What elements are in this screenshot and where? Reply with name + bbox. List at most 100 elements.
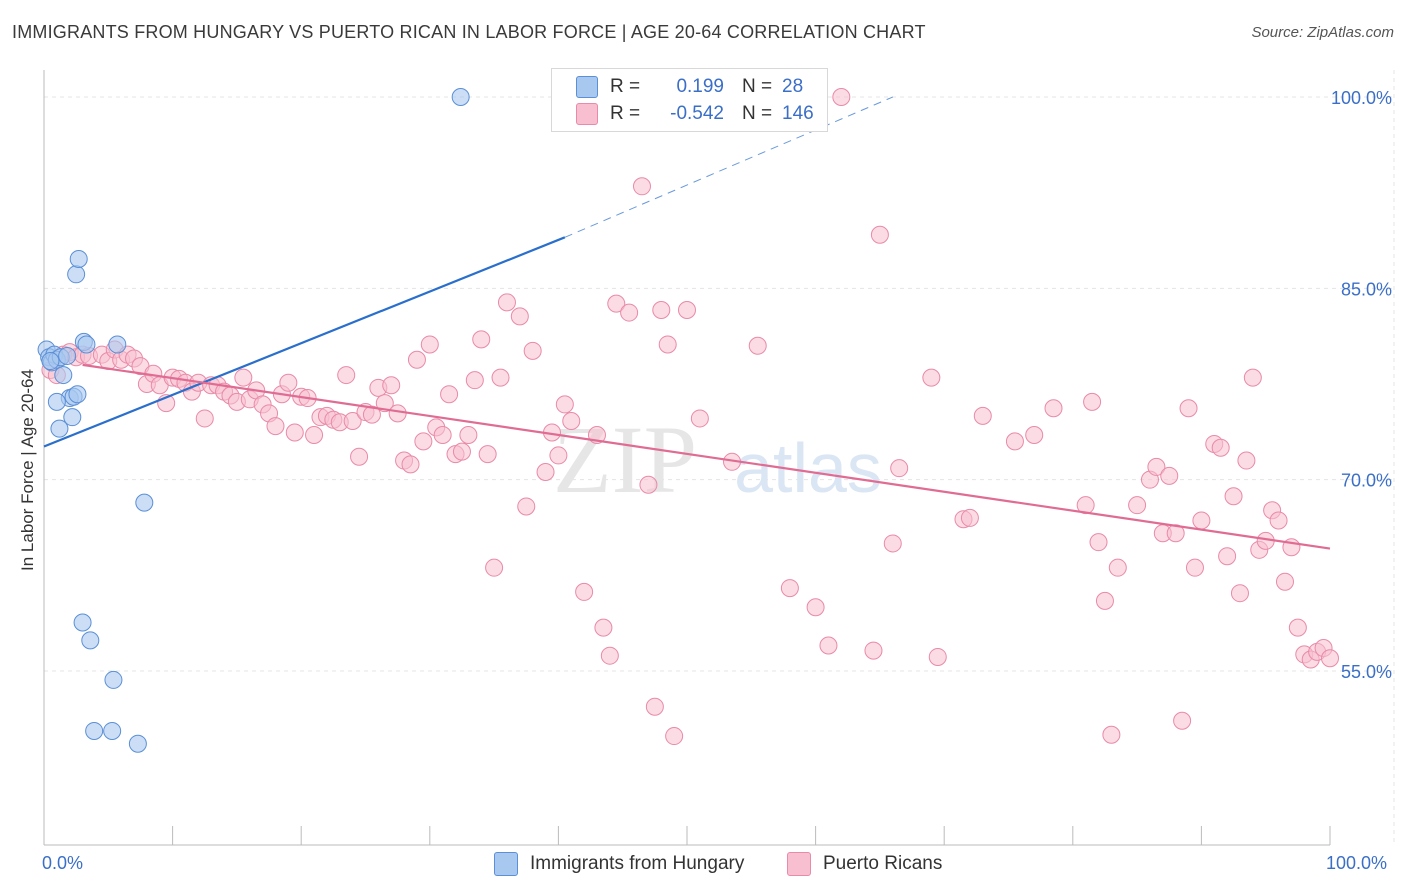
puerto-ricans-point: [652, 301, 671, 320]
puerto-ricans-point: [452, 442, 471, 461]
r-value: -0.542: [670, 103, 724, 124]
hungary-point: [104, 670, 123, 689]
puerto-ricans-point: [1185, 558, 1204, 577]
puerto-ricans-point: [401, 455, 420, 474]
puerto-ricans-point: [1173, 711, 1192, 730]
hungary-point: [47, 392, 66, 411]
puerto-ricans-trend-line: [82, 363, 1331, 550]
puerto-ricans-point: [665, 727, 684, 746]
puerto-ricans-point: [362, 405, 381, 424]
puerto-ricans-point: [562, 411, 581, 430]
n-label: N =: [742, 103, 773, 124]
hungary-trend-extension: [564, 96, 893, 238]
x-tick-max: 100.0%: [1326, 853, 1388, 873]
puerto-ricans-point: [890, 459, 909, 478]
x-tick-min: 0.0%: [42, 853, 84, 873]
trend-lines: [43, 96, 1331, 550]
puerto-ricans-point: [305, 426, 324, 445]
puerto-ricans-point: [555, 395, 574, 414]
puerto-ricans-point: [1211, 438, 1230, 457]
hungary-point: [451, 88, 470, 106]
puerto-ricans-point: [639, 475, 658, 494]
puerto-ricans-point: [523, 341, 542, 360]
puerto-ricans-point: [285, 423, 304, 442]
puerto-ricans-point: [195, 409, 214, 428]
hungary-point: [50, 419, 69, 438]
puerto-ricans-point: [459, 426, 478, 445]
legend-swatch-hungary: [494, 852, 518, 876]
puerto-ricans-point: [433, 426, 452, 445]
axes: [43, 70, 1331, 846]
puerto-ricans-point: [414, 432, 433, 451]
puerto-ricans-point: [678, 301, 696, 320]
puerto-ricans-point: [1044, 399, 1063, 418]
legend-swatch-puerto-ricans: [787, 852, 811, 876]
puerto-ricans-point: [748, 336, 767, 355]
legend-label-puerto-ricans: Puerto Ricans: [823, 853, 943, 874]
puerto-ricans-point: [1147, 457, 1166, 476]
y-tick-label: 100.0%: [1331, 88, 1392, 108]
puerto-ricans-point: [1179, 399, 1198, 418]
puerto-ricans-point: [620, 303, 639, 322]
puerto-ricans-point: [1108, 558, 1127, 577]
puerto-ricans-point: [883, 534, 902, 553]
puerto-ricans-point: [382, 376, 401, 395]
n-label: N =: [742, 76, 773, 97]
hungary-point: [68, 385, 87, 404]
hungary-point: [128, 734, 147, 753]
puerto-ricans-point: [472, 330, 491, 349]
puerto-ricans-point: [1095, 591, 1114, 610]
puerto-ricans-point: [864, 641, 883, 660]
hungary-point: [77, 335, 96, 354]
puerto-ricans-point: [645, 697, 664, 716]
puerto-ricans-point: [388, 404, 407, 423]
puerto-ricans-point: [420, 335, 439, 354]
puerto-ricans-swatch: [576, 103, 598, 125]
puerto-ricans-point: [1218, 547, 1237, 566]
puerto-ricans-point: [549, 446, 568, 465]
puerto-ricans-point: [491, 368, 510, 387]
puerto-ricans-point: [1224, 487, 1243, 506]
puerto-ricans-point: [1269, 511, 1288, 530]
puerto-ricans-point: [1237, 451, 1256, 470]
watermark: ZIP atlas: [553, 406, 882, 513]
puerto-ricans-point: [407, 350, 426, 369]
puerto-ricans-point: [375, 394, 394, 413]
puerto-ricans-point: [690, 409, 709, 428]
puerto-ricans-point: [510, 307, 529, 326]
puerto-ricans-point: [575, 582, 594, 601]
series-legend: Immigrants from Hungary Puerto Ricans: [0, 852, 1406, 878]
r-label: R =: [610, 103, 641, 124]
r-label: R =: [610, 76, 641, 97]
puerto-ricans-point: [1083, 392, 1102, 411]
puerto-ricans-point: [960, 508, 979, 527]
hungary-point: [41, 352, 60, 371]
legend-item-hungary[interactable]: Immigrants from Hungary: [494, 852, 744, 876]
puerto-ricans-point: [279, 373, 298, 392]
puerto-ricans-point: [1160, 466, 1179, 485]
puerto-ricans-point: [234, 368, 253, 387]
puerto-ricans-point: [337, 366, 356, 385]
puerto-ricans-point: [536, 463, 555, 482]
puerto-ricans-point: [1128, 496, 1147, 515]
puerto-ricans-point: [343, 411, 362, 430]
n-value: 146: [782, 103, 814, 124]
hungary-swatch: [576, 76, 598, 98]
puerto-ricans-point: [832, 88, 851, 106]
hungary-point: [54, 366, 73, 385]
puerto-ricans-point: [973, 406, 992, 425]
puerto-ricans-point: [485, 558, 504, 577]
y-tick-label: 55.0%: [1341, 662, 1392, 682]
puerto-ricans-point: [1102, 725, 1121, 744]
hungary-point: [135, 493, 154, 512]
puerto-ricans-point: [632, 177, 651, 196]
hungary-points: [37, 88, 470, 753]
legend-item-puerto-ricans[interactable]: Puerto Ricans: [787, 852, 942, 876]
y-tick-labels: 55.0% 70.0% 85.0% 100.0%: [1331, 88, 1392, 682]
puerto-ricans-point: [819, 636, 838, 655]
puerto-ricans-point: [1321, 649, 1339, 668]
puerto-ricans-point: [465, 371, 484, 390]
puerto-ricans-point: [870, 225, 889, 244]
hungary-point: [81, 631, 100, 650]
puerto-ricans-point: [497, 293, 516, 312]
